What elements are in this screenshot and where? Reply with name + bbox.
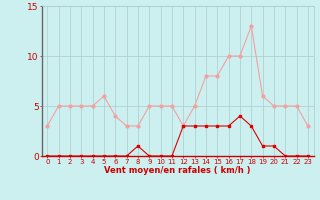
X-axis label: Vent moyen/en rafales ( km/h ): Vent moyen/en rafales ( km/h ) [104, 166, 251, 175]
